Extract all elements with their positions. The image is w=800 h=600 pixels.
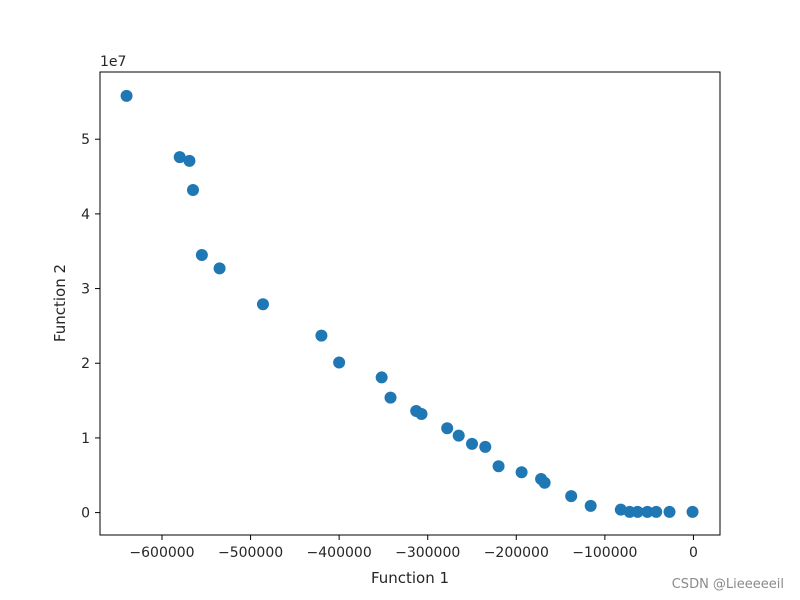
scatter-point <box>515 466 528 479</box>
y-axis-title: Function 2 <box>51 264 69 342</box>
y-tick-label: 5 <box>81 132 90 148</box>
x-axis-title: Function 1 <box>371 569 449 587</box>
x-tick-label: −400000 <box>307 545 372 561</box>
scatter-point <box>452 429 465 442</box>
x-tick-label: −100000 <box>572 545 637 561</box>
x-tick-label: −600000 <box>129 545 194 561</box>
scatter-point <box>650 505 663 518</box>
y-tick-label: 1 <box>81 431 90 447</box>
scatter-point <box>333 356 346 369</box>
y-axis-ticks: 0 1 2 3 4 5 <box>81 132 100 522</box>
points-layer <box>120 89 699 518</box>
scatter-point <box>565 490 578 503</box>
scatter-point <box>384 391 397 404</box>
scatter-point <box>183 154 196 167</box>
scatter-point <box>492 460 505 473</box>
x-tick-label: −300000 <box>395 545 460 561</box>
y-offset-label: 1e7 <box>100 54 126 70</box>
scatter-point <box>187 183 199 196</box>
y-tick-label: 4 <box>81 207 90 223</box>
scatter-point <box>375 371 388 384</box>
scatter-point <box>256 298 269 311</box>
scatter-point <box>466 437 478 450</box>
scatter-point <box>686 505 699 518</box>
scatter-point <box>631 505 644 518</box>
y-tick-label: 2 <box>81 356 90 372</box>
y-tick-label: 0 <box>81 506 90 522</box>
scatter-point <box>584 499 597 512</box>
scatter-point <box>315 329 328 342</box>
scatter-point <box>538 476 551 489</box>
plot-frame <box>99 71 721 536</box>
x-tick-label: 0 <box>689 545 698 561</box>
scatter-point <box>479 440 492 453</box>
scatter-point <box>663 505 676 518</box>
x-axis-ticks: −600000 −500000 −400000 −300000 −200000 −1000… <box>129 535 698 561</box>
x-tick-label: −500000 <box>218 545 283 561</box>
scatter-point <box>195 248 208 261</box>
scatter-point <box>120 89 133 102</box>
plot-area <box>100 72 720 535</box>
scatter-point <box>415 408 428 421</box>
scatter-point <box>173 151 186 164</box>
watermark-text: CSDN @Lieeeeeil <box>671 577 784 592</box>
scatter-point <box>641 505 654 518</box>
scatter-point <box>441 422 454 435</box>
y-tick-label: 3 <box>81 282 90 298</box>
scatter-point <box>213 262 226 275</box>
x-tick-label: −200000 <box>484 545 549 561</box>
